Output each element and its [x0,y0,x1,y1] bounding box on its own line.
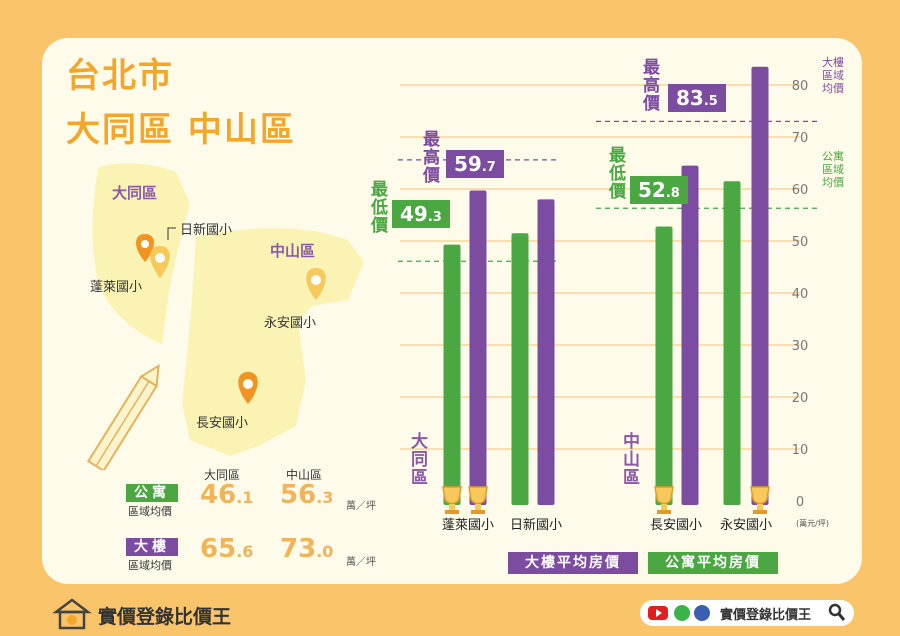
callout-value: 49.3 [392,200,450,228]
map-school-changan: 長安國小 [196,416,249,431]
callout-label: 最高價 [419,130,439,184]
y-tick-label: 60 [792,183,809,198]
y-tick-label: 80 [792,79,809,94]
callout-value: 83.5 [668,84,726,112]
y-tick-label: 20 [792,391,809,406]
y-tick-label: 10 [792,443,809,458]
group-label-datong: 大同區 [407,432,427,486]
category-label: 永安國小 [719,518,772,533]
callout-label: 最低價 [605,146,625,200]
apt-datong-stat: 46.1 [200,480,254,510]
title-districts: 大同區 中山區 [66,110,296,150]
district-map [86,163,364,470]
apartment-bar [511,233,529,505]
right-label-apartment: 公寓區域均價 [822,150,844,189]
category-label: 蓬萊國小 [441,518,494,533]
y-tick-label: 30 [792,339,809,354]
bld-unit: 萬／坪 [346,557,376,568]
line-icon [674,605,690,621]
apt-zhongshan-stat: 56.3 [280,480,334,510]
leader-line [167,227,176,240]
house-logo-icon [52,598,92,630]
trophy-icon [654,486,674,514]
category-label: 日新國小 [509,518,562,533]
bld-zhongshan-stat: 73.0 [280,534,334,564]
map-school-penglai: 蓬萊國小 [90,280,143,295]
legend-building: 大樓平均房價 [508,552,638,574]
callout-value: 59.7 [446,150,504,178]
trophy-icon [442,486,462,514]
facebook-icon [694,605,710,621]
callout-value: 52.8 [630,176,688,204]
apartment-badge: 公寓 [126,484,178,502]
pin-icon [150,246,170,278]
callout-label: 最低價 [367,180,387,234]
pin-icon [136,234,154,262]
group-label-zhongshan: 中山區 [619,432,639,486]
y-tick-label: 40 [792,287,809,302]
y-tick-label: 70 [792,131,809,146]
stats-header-datong: 大同區 [204,468,241,482]
right-label-building: 大樓區域均價 [822,56,844,95]
building-bar [751,66,769,506]
trophy-icon [750,486,770,514]
building-bar [469,190,487,505]
footer-bar [52,598,92,630]
building-bar [681,165,699,505]
trophy-icon [468,486,488,514]
apartment-bar [443,244,461,505]
apartment-bar [655,226,673,505]
building-badge: 大樓 [126,538,178,556]
title-city: 台北市 [66,56,174,96]
building-sub: 區域均價 [128,559,172,572]
pencil-icon [86,364,160,470]
map-school-rixin: 日新國小 [180,223,233,238]
price-chart: 0 10 20 30 40 50 60 70 80 [398,66,820,514]
apartment-bar [723,181,741,505]
footer-brand: 實價登錄比價王 [98,606,232,628]
callout-label: 最高價 [639,58,659,112]
map-label-datong: 大同區 [112,184,158,202]
y-tick-label: 50 [792,235,809,250]
pin-icon [306,268,326,300]
map-label-zhongshan: 中山區 [270,242,316,260]
map-school-yongan: 永安國小 [264,316,317,331]
bld-datong-stat: 65.6 [200,534,254,564]
social-text: 實價登錄比價王 [720,608,812,623]
apartment-sub: 區域均價 [128,505,172,518]
building-bar [537,199,555,505]
pin-icon [238,372,258,404]
legend-apartment: 公寓平均房價 [648,552,778,574]
social-icons [648,605,710,621]
category-label: 長安國小 [649,518,702,533]
apt-unit: 萬／坪 [346,501,376,512]
y-tick-label: 0 [796,495,804,510]
y-unit: (萬元/坪) [796,519,829,528]
search-icon[interactable] [828,603,846,623]
stats-header-zhongshan: 中山區 [286,468,323,482]
